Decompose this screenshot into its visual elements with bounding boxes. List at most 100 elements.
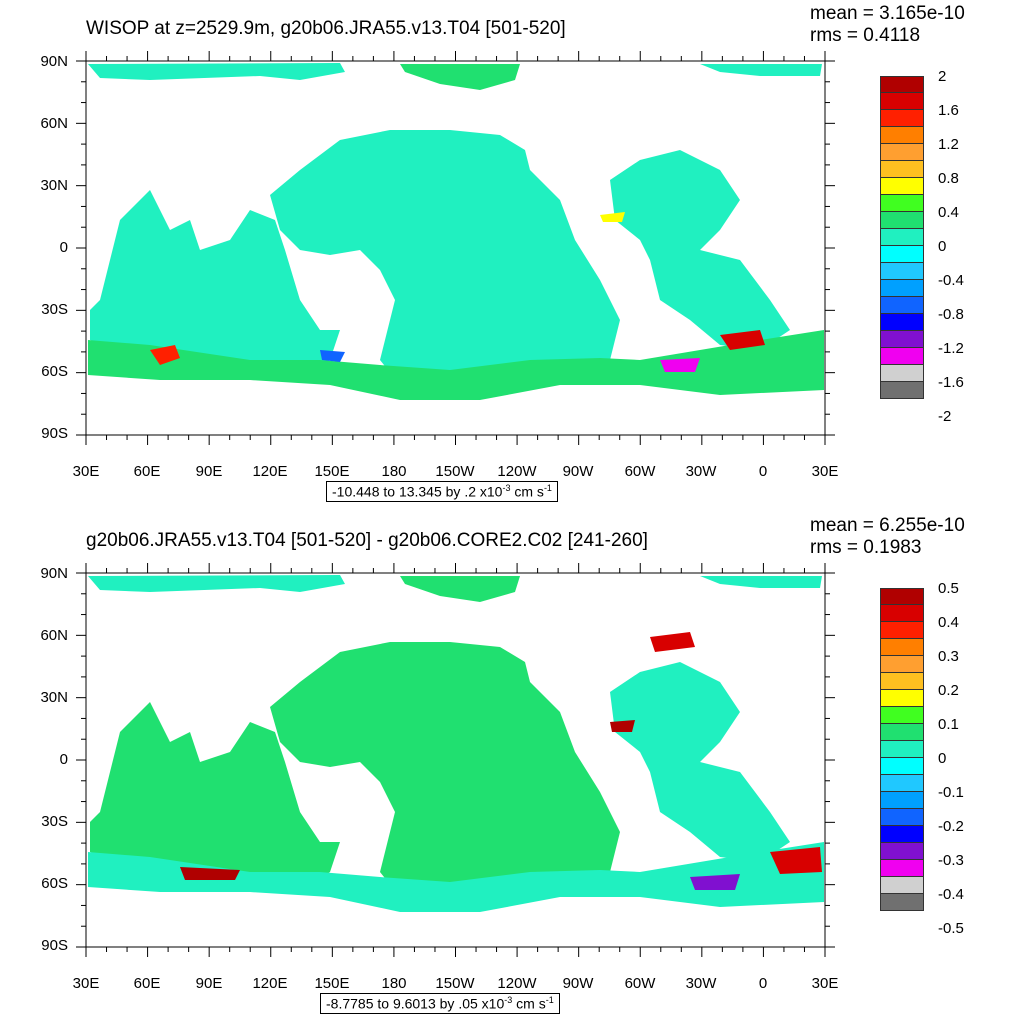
colorbar-level-label: 2 xyxy=(938,68,947,85)
lat-label: 0 xyxy=(59,239,68,256)
colorbar-level-label: -0.8 xyxy=(938,306,964,323)
anomaly-red xyxy=(150,345,180,365)
colorbar-swatch xyxy=(880,365,924,382)
panel-bottom: g20b06.JRA55.v13.T04 [501-520] - g20b06.… xyxy=(0,512,1024,1024)
lon-label: 180 xyxy=(381,975,407,992)
lat-label: 30S xyxy=(41,301,68,318)
pacific-ocean xyxy=(270,130,620,398)
lon-label: 60E xyxy=(133,975,161,992)
indian-ocean xyxy=(90,702,340,892)
colorbar-swatch xyxy=(880,229,924,246)
colorbar-swatch xyxy=(880,809,924,826)
colorbar-swatch xyxy=(880,314,924,331)
colorbar-swatch xyxy=(880,93,924,110)
lon-label: 30E xyxy=(72,463,100,480)
colorbar-level-label: 1.6 xyxy=(938,102,959,119)
colorbar-swatch xyxy=(880,588,924,605)
colorbar-swatch xyxy=(880,331,924,348)
lat-label: 0 xyxy=(59,751,68,768)
lon-label: 30W xyxy=(685,975,717,992)
stats-block: mean = 6.255e-10 rms = 0.1983 xyxy=(810,515,965,559)
colorbar-level-label: 0.8 xyxy=(938,170,959,187)
colorbar-level-label: -0.4 xyxy=(938,272,964,289)
lon-label: 30W xyxy=(685,463,717,480)
colorbar-swatch xyxy=(880,826,924,843)
colorbar-swatch xyxy=(880,348,924,365)
panel-top: WISOP at z=2529.9m, g20b06.JRA55.v13.T04… xyxy=(40,3,965,502)
lat-label: 30N xyxy=(40,689,68,706)
arctic-ocean-3 xyxy=(700,576,822,588)
atlantic-ocean xyxy=(610,150,790,350)
colorbar-level-label: 0.2 xyxy=(938,682,959,699)
colorbar-level-label: -0.3 xyxy=(938,852,964,869)
lon-label: 120W xyxy=(497,975,537,992)
indian-ocean xyxy=(90,190,340,380)
anomaly-blue xyxy=(320,350,345,362)
lon-label: 90W xyxy=(562,463,594,480)
colorbar-level-label: 0.3 xyxy=(938,648,959,665)
arctic-ocean xyxy=(88,575,345,592)
atlantic-ocean xyxy=(610,662,790,862)
anomaly-magenta xyxy=(660,358,700,372)
colorbar-swatch xyxy=(880,877,924,894)
southern-ocean xyxy=(88,842,824,912)
ocean-field xyxy=(88,575,824,912)
colorbar-swatch xyxy=(880,212,924,229)
colorbar-level-label: 0 xyxy=(938,238,947,255)
lon-label: 30E xyxy=(72,975,100,992)
colorbar-level-label: 0 xyxy=(938,750,947,767)
rms-value: rms = 0.1983 xyxy=(810,537,922,558)
colorbar-level-label: -1.6 xyxy=(938,374,964,391)
colorbar-swatch xyxy=(880,758,924,775)
colorbar-swatch xyxy=(880,161,924,178)
lon-label: 30E xyxy=(811,463,839,480)
lon-label: 90W xyxy=(562,975,594,992)
colorbar-swatch xyxy=(880,860,924,877)
lon-label: 150W xyxy=(435,975,475,992)
lon-label: 120E xyxy=(252,463,288,480)
colorbar-level-label: -0.4 xyxy=(938,886,964,903)
colorbar-level-label: -0.1 xyxy=(938,784,964,801)
colorbar-level-label: 0.4 xyxy=(938,614,959,631)
anomaly-red-2 xyxy=(720,330,765,350)
colorbar-level-label: 0.1 xyxy=(938,716,959,733)
colorbar-swatch xyxy=(880,76,924,93)
lat-label: 60S xyxy=(41,875,68,892)
colorbar-level-label: -1.2 xyxy=(938,340,964,357)
colorbar xyxy=(880,76,924,399)
colorbar-swatch xyxy=(880,297,924,314)
colorbar-swatch xyxy=(880,127,924,144)
lat-label: 90N xyxy=(40,565,68,582)
lat-label: 90N xyxy=(40,53,68,70)
pacific-ocean xyxy=(270,642,620,910)
anomaly-yellow xyxy=(600,212,625,222)
arctic-ocean-2 xyxy=(400,64,520,90)
anomaly-magenta xyxy=(690,874,740,890)
colorbar-swatch xyxy=(880,775,924,792)
lon-label: 90E xyxy=(195,975,223,992)
colorbar-swatch xyxy=(880,843,924,860)
colorbar-swatch xyxy=(880,622,924,639)
colorbar-swatch xyxy=(880,724,924,741)
ocean-field xyxy=(88,63,824,400)
lon-label: 120W xyxy=(497,463,537,480)
tick-marks xyxy=(76,563,835,957)
colorbar-swatch xyxy=(880,673,924,690)
lon-label: 150E xyxy=(314,975,350,992)
lon-label: 60W xyxy=(624,975,656,992)
colorbar-level-label: -0.2 xyxy=(938,818,964,835)
colorbar-swatch xyxy=(880,382,924,399)
lat-label: 60N xyxy=(40,115,68,132)
colorbar-level-label: 0.4 xyxy=(938,204,959,221)
colorbar-swatch xyxy=(880,605,924,622)
colorbar-level-label: -0.5 xyxy=(938,920,964,937)
colorbar-swatch xyxy=(880,195,924,212)
lat-label: 90S xyxy=(41,425,68,442)
lat-label: 60N xyxy=(40,627,68,644)
colorbar-level-label: 1.2 xyxy=(938,136,959,153)
colorbar-swatch xyxy=(880,178,924,195)
colorbar-swatch xyxy=(880,690,924,707)
anomaly-red-2 xyxy=(650,632,695,652)
southern-ocean xyxy=(88,330,824,400)
colorbar-swatch xyxy=(880,639,924,656)
